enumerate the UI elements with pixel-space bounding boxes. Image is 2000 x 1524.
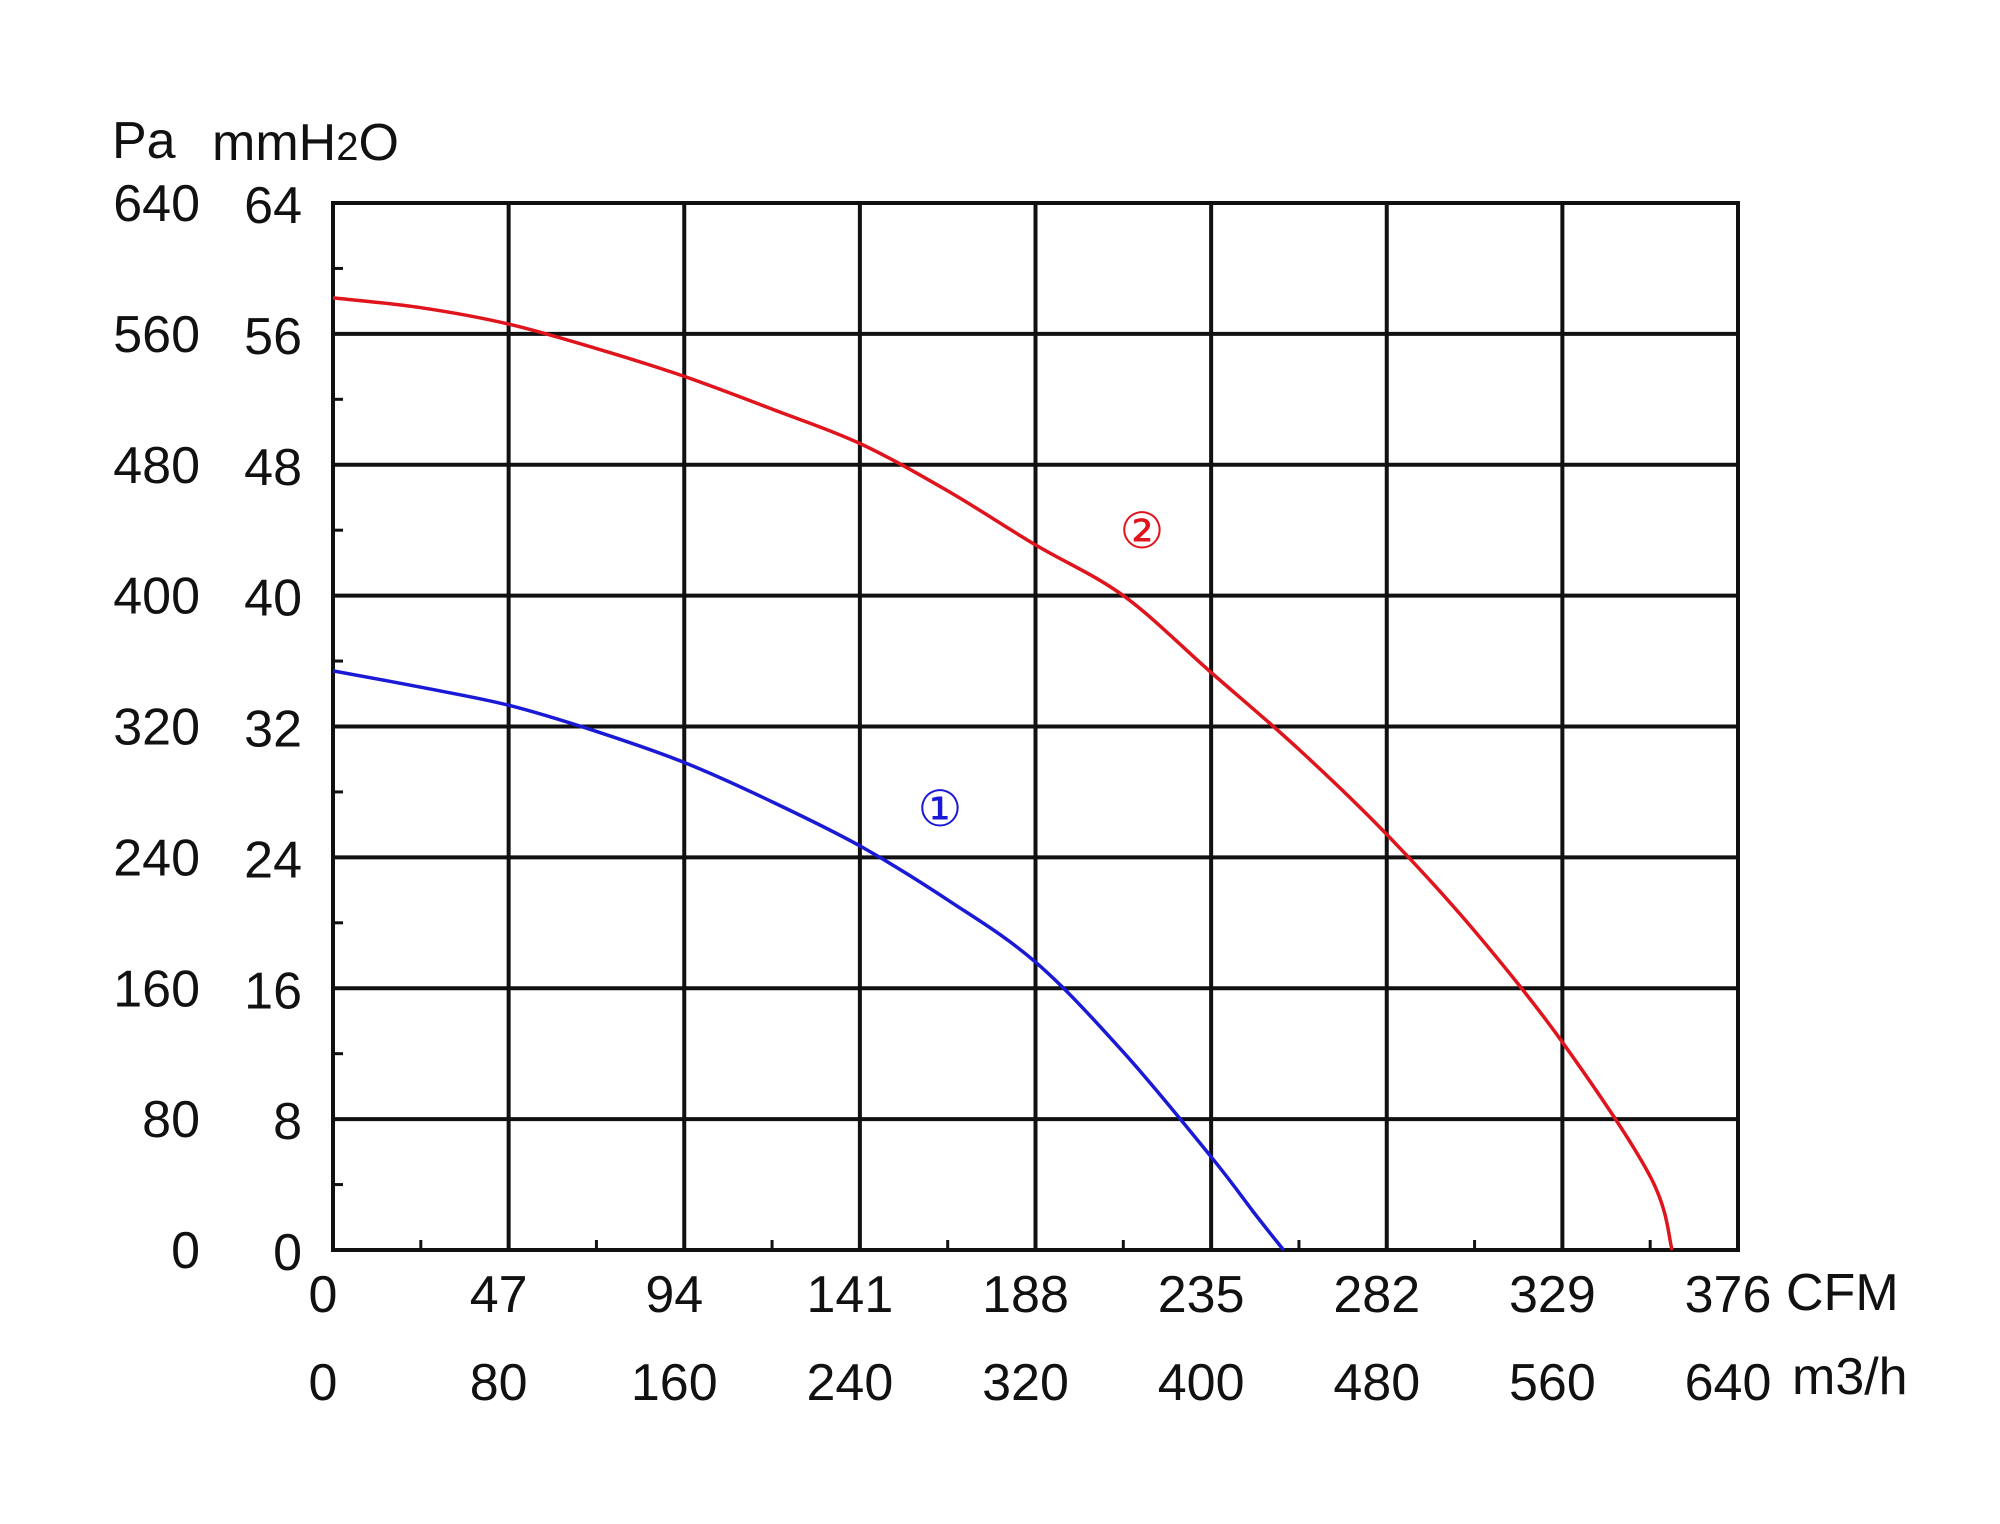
y-tick-label-mmh2o: 48 <box>244 439 302 497</box>
x-tick-label-m3h: 80 <box>470 1354 528 1412</box>
y-unit-pa: Pa <box>112 112 176 170</box>
x-tick-label-cfm: 329 <box>1509 1266 1596 1324</box>
x-tick-labels-m3h: 0 80 160 240 320 400 480 560 640 <box>309 1354 1772 1412</box>
series-layer <box>332 296 1674 1252</box>
x-tick-label-m3h: 160 <box>631 1354 718 1412</box>
x-tick-label-cfm: 282 <box>1333 1266 1420 1324</box>
plot-frame <box>331 201 1740 1252</box>
y-tick-label-pa: 240 <box>113 829 200 887</box>
y-tick-label-pa: 400 <box>113 568 200 626</box>
x-tick-label-m3h: 240 <box>806 1354 893 1412</box>
grid-lines <box>333 203 1738 1250</box>
x-tick-label-cfm: 47 <box>470 1266 528 1324</box>
series-1-marker: ① <box>918 780 963 838</box>
x-tick-label-cfm: 0 <box>309 1266 338 1324</box>
x-tick-label-cfm: 94 <box>645 1266 703 1324</box>
y-tick-label-pa: 160 <box>113 960 200 1018</box>
minor-ticks <box>333 266 1652 1250</box>
x-tick-label-m3h: 320 <box>982 1354 1069 1412</box>
x-tick-label-cfm: 235 <box>1158 1266 1245 1324</box>
series-2-marker: ② <box>1120 502 1165 560</box>
x-unit-m3h: m3/h <box>1792 1348 1908 1406</box>
y-tick-label-pa: 560 <box>113 306 200 364</box>
x-tick-label-m3h: 640 <box>1685 1354 1772 1412</box>
y-unit-mmh2o-base: mmH <box>212 114 336 172</box>
y-tick-label-mmh2o: 64 <box>244 177 302 235</box>
x-tick-label-cfm: 141 <box>806 1266 893 1324</box>
y-tick-label-pa: 80 <box>142 1091 200 1149</box>
x-tick-labels-cfm: 0 47 94 141 188 235 282 329 376 <box>309 1266 1772 1324</box>
y-tick-label-mmh2o: 56 <box>244 308 302 366</box>
x-tick-label-m3h: 480 <box>1333 1354 1420 1412</box>
y-tick-label-mmh2o: 0 <box>273 1224 302 1282</box>
y-unit-mmh2o-sub: 2 <box>336 125 358 169</box>
series-1-line <box>332 669 1285 1252</box>
y-tick-labels-pa: 640 560 480 400 320 240 160 80 0 <box>113 175 200 1280</box>
y-tick-label-mmh2o: 40 <box>244 570 302 628</box>
y-tick-label-mmh2o: 8 <box>273 1093 302 1151</box>
x-tick-label-m3h: 400 <box>1158 1354 1245 1412</box>
y-tick-label-mmh2o: 24 <box>244 831 302 889</box>
y-tick-label-pa: 0 <box>171 1222 200 1280</box>
y-tick-label-mmh2o: 16 <box>244 962 302 1020</box>
y-tick-labels-mmh2o: 64 56 48 40 32 24 16 8 0 <box>244 177 302 1282</box>
y-tick-label-pa: 320 <box>113 699 200 757</box>
series-2-line <box>332 296 1674 1251</box>
x-tick-label-cfm: 188 <box>982 1266 1069 1324</box>
x-tick-label-m3h: 560 <box>1509 1354 1596 1412</box>
x-unit-cfm: CFM <box>1786 1264 1899 1322</box>
y-tick-label-pa: 480 <box>113 437 200 495</box>
y-tick-label-mmh2o: 32 <box>244 701 302 759</box>
y-unit-mmh2o: mmH2O <box>212 114 399 172</box>
y-unit-mmh2o-tail: O <box>358 114 398 172</box>
x-tick-label-m3h: 0 <box>309 1354 338 1412</box>
y-tick-label-pa: 640 <box>113 175 200 233</box>
x-tick-label-cfm: 376 <box>1685 1266 1772 1324</box>
